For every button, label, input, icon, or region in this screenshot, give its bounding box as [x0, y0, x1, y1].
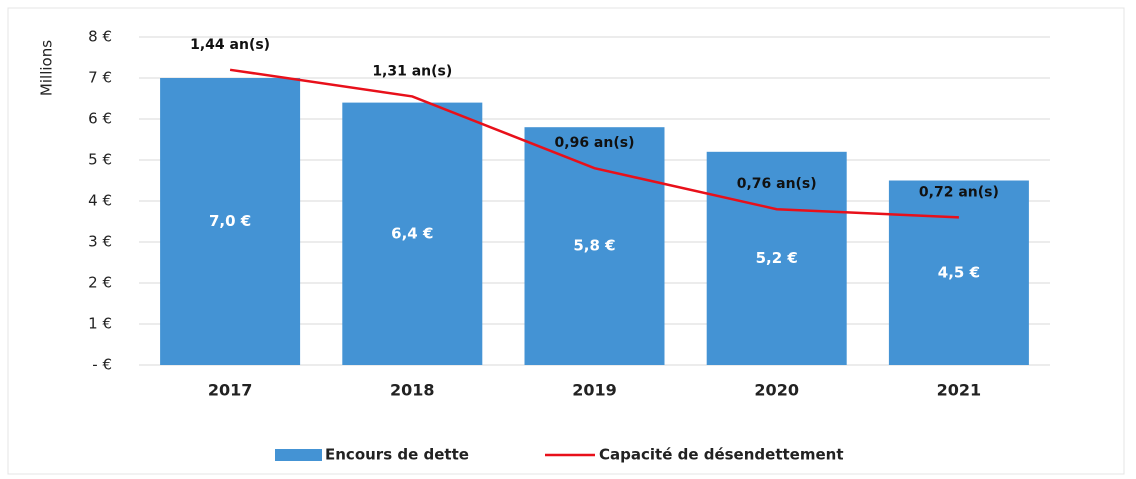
legend-label: Capacité de désendettement: [599, 446, 844, 464]
x-tick-label: 2020: [754, 381, 799, 400]
x-tick-label: 2019: [572, 381, 617, 400]
x-tick-label: 2021: [937, 381, 982, 400]
bar: [524, 127, 665, 365]
y-tick-label: 7 €: [88, 69, 112, 87]
bar: [160, 78, 301, 365]
bar: [888, 180, 1029, 365]
bar-value-label: 6,4 €: [391, 224, 433, 242]
bar-value-label: 5,2 €: [756, 249, 798, 267]
y-tick-label: 5 €: [88, 151, 112, 169]
y-tick-label: 1 €: [88, 315, 112, 333]
y-tick-label: 4 €: [88, 192, 112, 210]
line-value-label: 1,31 an(s): [372, 63, 452, 79]
line-value-label: 0,76 an(s): [737, 176, 817, 192]
legend-label: Encours de dette: [325, 446, 469, 464]
chart-frame: [7, 7, 1125, 475]
line-value-label: 0,96 an(s): [555, 135, 635, 151]
line-value-label: 1,44 an(s): [190, 37, 270, 53]
bar: [706, 151, 847, 365]
bar: [342, 102, 483, 365]
y-axis-label: Millions: [38, 40, 56, 96]
y-tick-label: 2 €: [88, 274, 112, 292]
legend-swatch: [275, 449, 322, 461]
x-tick-label: 2018: [390, 381, 435, 400]
y-tick-label: - €: [92, 356, 112, 374]
line: [229, 68, 959, 219]
bar-value-label: 4,5 €: [938, 263, 980, 281]
bar-value-label: 5,8 €: [573, 237, 615, 255]
line-value-label: 0,72 an(s): [919, 184, 999, 200]
y-tick-label: 6 €: [88, 110, 112, 128]
bar-value-label: 7,0 €: [209, 212, 251, 230]
y-tick-label: 3 €: [88, 233, 112, 251]
y-tick-label: 8 €: [88, 28, 112, 46]
x-tick-label: 2017: [208, 381, 253, 400]
